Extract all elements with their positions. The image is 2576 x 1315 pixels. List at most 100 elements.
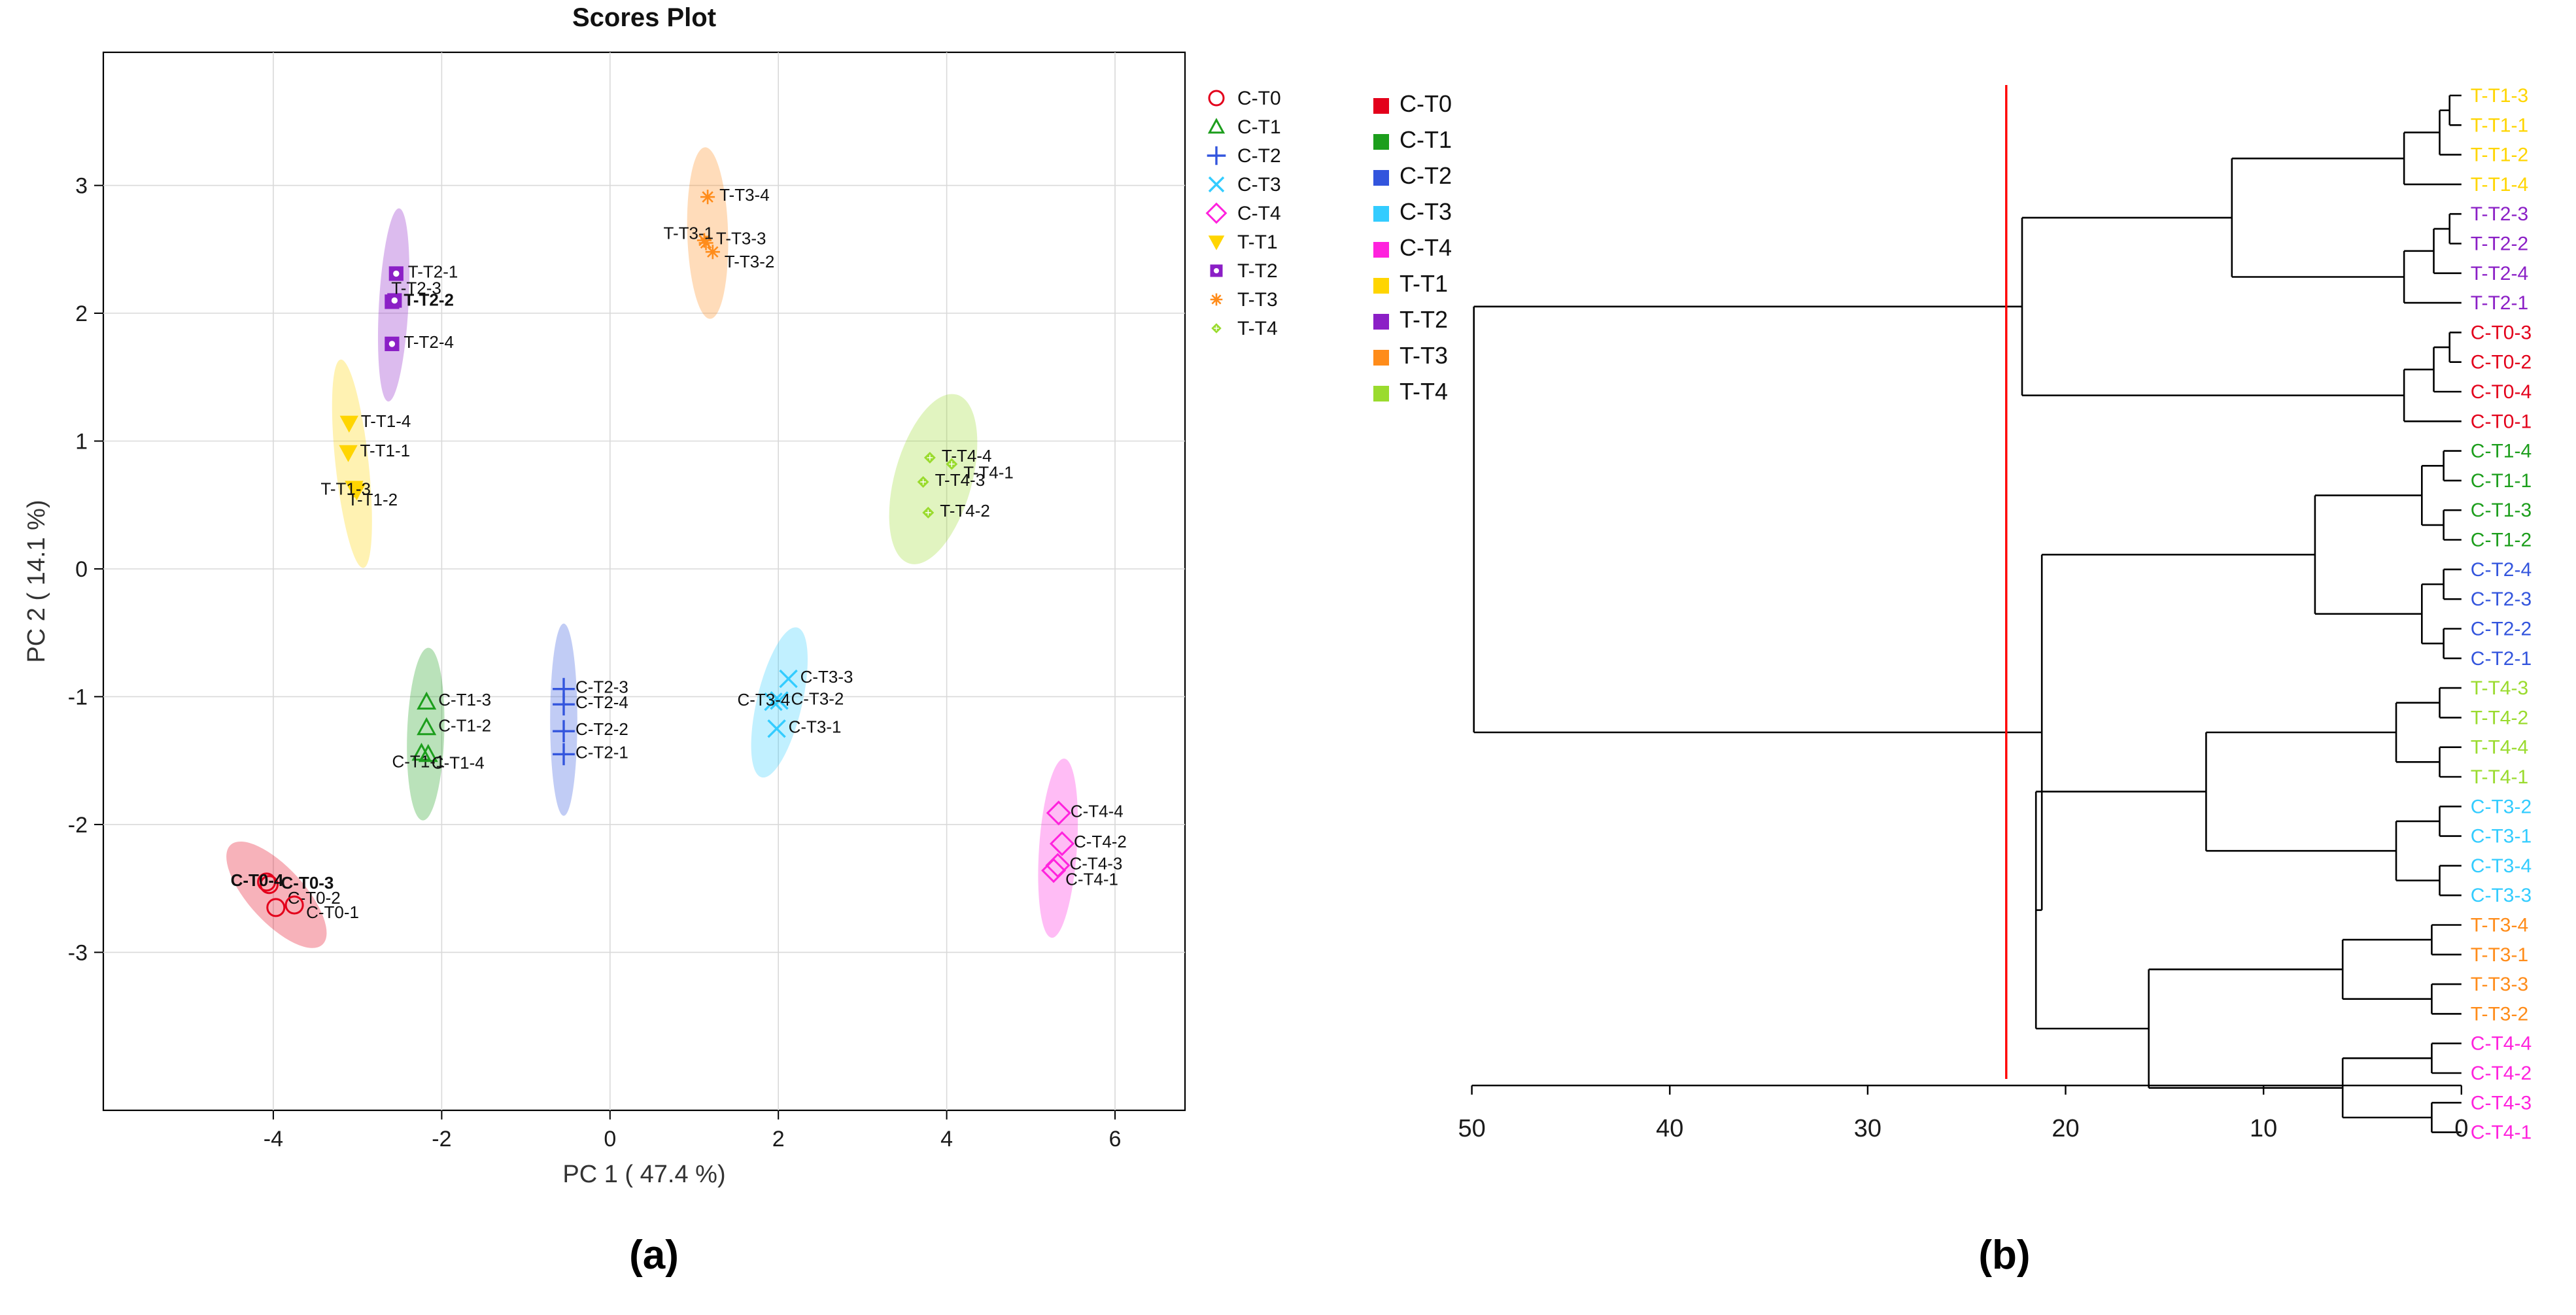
svg-text:6: 6 <box>1109 1127 1122 1152</box>
svg-text:20: 20 <box>2052 1115 2079 1142</box>
svg-text:C-T4: C-T4 <box>1237 203 1281 224</box>
svg-text:T-T2-3: T-T2-3 <box>2471 203 2528 225</box>
svg-text:C-T2-2: C-T2-2 <box>2471 619 2532 640</box>
svg-text:C-T4-1: C-T4-1 <box>1065 869 1118 889</box>
svg-text:T-T4-3: T-T4-3 <box>935 470 986 490</box>
svg-text:50: 50 <box>1458 1115 1485 1142</box>
svg-text:4: 4 <box>940 1127 953 1152</box>
svg-text:T-T4: T-T4 <box>1237 318 1278 339</box>
svg-text:-2: -2 <box>68 813 88 838</box>
svg-text:C-T1: C-T1 <box>1237 116 1281 138</box>
svg-text:T-T1-4: T-T1-4 <box>2471 174 2528 196</box>
svg-text:C-T4-4: C-T4-4 <box>1071 801 1124 821</box>
svg-text:C-T2-3: C-T2-3 <box>2471 589 2532 610</box>
svg-text:C-T2-1: C-T2-1 <box>2471 648 2532 670</box>
svg-text:2: 2 <box>772 1127 785 1152</box>
svg-text:T-T4-1: T-T4-1 <box>2471 766 2528 788</box>
svg-text:C-T1-4: C-T1-4 <box>2471 441 2532 462</box>
svg-text:C-T0-4: C-T0-4 <box>2471 381 2532 403</box>
svg-text:T-T1-1: T-T1-1 <box>2471 114 2528 136</box>
svg-text:3: 3 <box>75 174 88 199</box>
svg-text:C-T0-3: C-T0-3 <box>2471 322 2532 343</box>
svg-text:T-T3: T-T3 <box>1400 342 1448 369</box>
svg-text:10: 10 <box>2250 1115 2277 1142</box>
svg-text:T-T3: T-T3 <box>1237 289 1278 311</box>
svg-text:(b): (b) <box>1978 1233 2030 1278</box>
svg-text:C-T2-1: C-T2-1 <box>575 742 628 762</box>
svg-text:C-T3-3: C-T3-3 <box>800 667 853 687</box>
svg-text:T-T3-4: T-T3-4 <box>719 185 770 205</box>
svg-text:C-T4-3: C-T4-3 <box>2471 1092 2532 1114</box>
svg-text:T-T1-3: T-T1-3 <box>2471 85 2528 107</box>
svg-text:1: 1 <box>75 430 88 454</box>
svg-text:T-T3-2: T-T3-2 <box>725 252 775 271</box>
svg-text:Scores Plot: Scores Plot <box>572 3 716 32</box>
svg-text:C-T2: C-T2 <box>1237 145 1281 167</box>
svg-text:C-T3-2: C-T3-2 <box>791 689 844 708</box>
svg-text:C-T4-4: C-T4-4 <box>2471 1033 2532 1055</box>
svg-text:C-T0-2: C-T0-2 <box>2471 352 2532 373</box>
svg-text:C-T2: C-T2 <box>1400 162 1452 189</box>
svg-text:C-T2-2: C-T2-2 <box>575 719 628 739</box>
svg-text:C-T3-2: C-T3-2 <box>2471 796 2532 817</box>
svg-text:PC 1 ( 47.4 %): PC 1 ( 47.4 %) <box>562 1161 725 1188</box>
svg-text:C-T2-4: C-T2-4 <box>575 692 628 712</box>
svg-text:T-T2: T-T2 <box>1237 260 1278 282</box>
svg-text:T-T2-3: T-T2-3 <box>391 279 441 298</box>
svg-text:T-T4: T-T4 <box>1400 378 1448 405</box>
svg-text:-3: -3 <box>68 940 88 965</box>
svg-text:C-T1: C-T1 <box>1400 126 1452 153</box>
svg-text:T-T3-3: T-T3-3 <box>2471 974 2528 995</box>
svg-text:C-T3: C-T3 <box>1400 198 1452 225</box>
svg-text:T-T1: T-T1 <box>1237 231 1278 253</box>
svg-text:-4: -4 <box>264 1127 283 1152</box>
svg-text:C-T4-2: C-T4-2 <box>1074 832 1127 851</box>
svg-text:0: 0 <box>604 1127 616 1152</box>
svg-text:T-T4-4: T-T4-4 <box>2471 737 2528 759</box>
svg-text:C-T4-1: C-T4-1 <box>2471 1122 2532 1144</box>
svg-text:C-T1-3: C-T1-3 <box>438 690 491 709</box>
svg-text:0: 0 <box>75 557 88 582</box>
svg-text:C-T1-2: C-T1-2 <box>2471 530 2532 551</box>
svg-text:2: 2 <box>75 301 88 326</box>
svg-text:T-T3-2: T-T3-2 <box>2471 1003 2528 1025</box>
svg-text:T-T4-3: T-T4-3 <box>2471 677 2528 699</box>
svg-text:T-T2-1: T-T2-1 <box>2471 292 2528 314</box>
svg-text:PC 2 ( 14.1 %): PC 2 ( 14.1 %) <box>23 500 50 662</box>
svg-text:C-T1-4: C-T1-4 <box>432 753 485 772</box>
svg-text:T-T4-2: T-T4-2 <box>2471 707 2528 728</box>
svg-text:T-T3-1: T-T3-1 <box>664 224 714 243</box>
svg-text:0: 0 <box>2454 1115 2468 1142</box>
svg-text:-2: -2 <box>432 1127 451 1152</box>
svg-text:C-T3: C-T3 <box>1237 174 1281 196</box>
svg-text:C-T3-4: C-T3-4 <box>738 690 791 709</box>
svg-text:-1: -1 <box>68 685 88 709</box>
svg-text:T-T1-2: T-T1-2 <box>2471 145 2528 166</box>
svg-text:C-T3-1: C-T3-1 <box>2471 826 2532 847</box>
svg-text:C-T2-4: C-T2-4 <box>2471 559 2532 581</box>
svg-text:30: 30 <box>1854 1115 1881 1142</box>
svg-text:C-T0-1: C-T0-1 <box>2471 411 2532 432</box>
svg-text:T-T4-2: T-T4-2 <box>940 501 990 521</box>
svg-text:T-T2-2: T-T2-2 <box>2471 233 2528 255</box>
svg-text:T-T3-3: T-T3-3 <box>716 229 766 248</box>
svg-text:C-T4-2: C-T4-2 <box>2471 1063 2532 1084</box>
svg-text:T-T1-3: T-T1-3 <box>320 479 371 499</box>
svg-text:T-T1-4: T-T1-4 <box>361 411 411 431</box>
svg-text:C-T3-4: C-T3-4 <box>2471 855 2532 877</box>
svg-text:T-T1: T-T1 <box>1400 270 1448 297</box>
svg-text:40: 40 <box>1656 1115 1683 1142</box>
svg-text:T-T2-4: T-T2-4 <box>404 332 454 352</box>
svg-text:C-T1-3: C-T1-3 <box>2471 500 2532 521</box>
svg-text:C-T1-1: C-T1-1 <box>2471 470 2532 492</box>
svg-text:C-T0: C-T0 <box>1400 90 1452 117</box>
svg-text:T-T3-1: T-T3-1 <box>2471 944 2528 966</box>
svg-text:C-T0: C-T0 <box>1237 88 1281 109</box>
svg-text:C-T3-1: C-T3-1 <box>789 717 842 736</box>
svg-text:C-T1-2: C-T1-2 <box>438 715 491 735</box>
svg-text:C-T0-1: C-T0-1 <box>306 902 359 922</box>
svg-text:(a): (a) <box>629 1233 679 1278</box>
svg-text:T-T3-4: T-T3-4 <box>2471 915 2528 936</box>
svg-text:T-T1-1: T-T1-1 <box>360 441 411 460</box>
svg-text:C-T0-4: C-T0-4 <box>231 870 284 890</box>
